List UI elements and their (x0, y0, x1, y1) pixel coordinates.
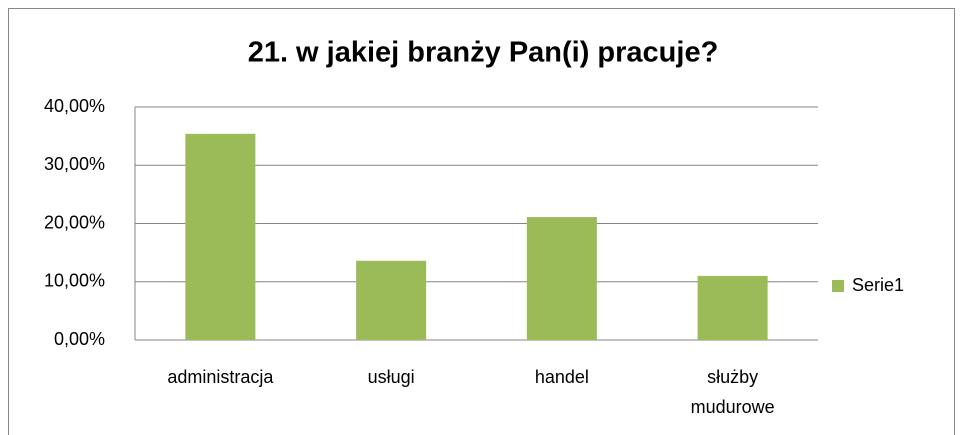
legend-swatch (832, 280, 844, 292)
bar (526, 217, 597, 340)
chart-title: 21. w jakiej branży Pan(i) pracuje? (248, 37, 719, 69)
y-tick-label: 30,00% (44, 154, 105, 174)
y-tick-label: 20,00% (44, 212, 105, 232)
bar (697, 275, 768, 340)
x-tick-label: służby mudurowe (690, 367, 775, 417)
x-tick-label: administracja (167, 367, 274, 387)
legend-label: Serie1 (852, 275, 904, 295)
y-tick-label: 10,00% (44, 271, 105, 291)
bar (185, 133, 256, 340)
y-tick-label: 0,00% (54, 329, 105, 349)
x-tick-label: usługi (367, 367, 415, 387)
bar (356, 260, 427, 340)
chart-frame (8, 8, 955, 435)
x-tick-label: handel (534, 367, 589, 387)
y-tick-label: 40,00% (44, 96, 105, 116)
